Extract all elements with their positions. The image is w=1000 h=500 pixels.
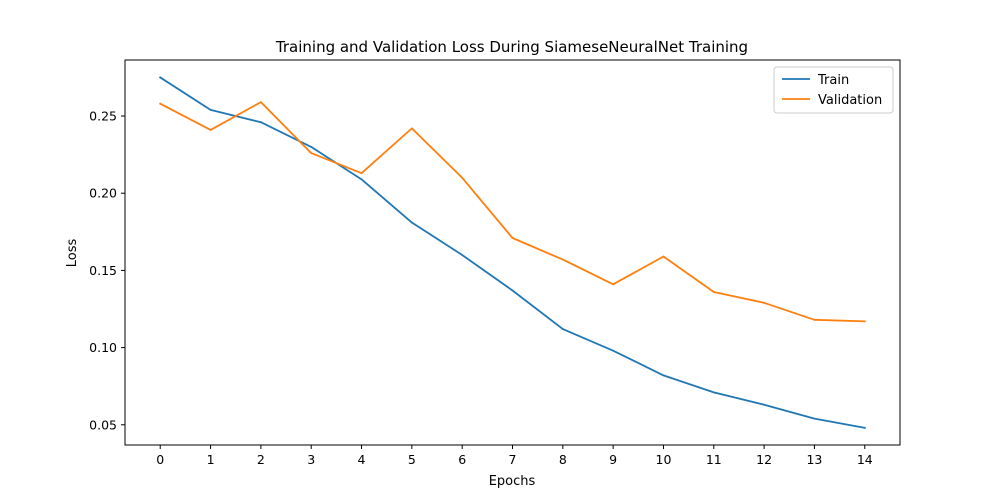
x-tick-label: 7 [509,452,517,467]
data-point-validation [461,176,464,179]
x-tick-label: 14 [857,452,873,467]
legend: Train Validation [773,66,894,114]
series-line-train [158,76,866,429]
data-point-train [813,417,816,420]
x-tick-label: 11 [706,452,722,467]
x-tick-label: 9 [609,452,617,467]
y-tick-label: 0.20 [89,186,117,201]
data-point-validation [763,301,766,304]
data-point-train [561,328,564,330]
data-point-train [259,121,262,124]
y-axis-ticks: 0.05 0.10 0.15 0.20 0.25 [89,109,125,432]
x-tick-label: 13 [806,452,822,467]
data-point-validation [159,102,162,105]
x-tick-label: 6 [458,452,466,467]
x-tick-label: 3 [307,452,315,467]
data-point-train [310,146,313,148]
x-axis-ticks: 0 1 2 3 4 5 6 7 8 9 10 11 12 13 14 [156,445,873,467]
data-point-validation [561,258,564,261]
y-tick-label: 0.10 [89,340,117,355]
data-point-validation [612,283,615,286]
data-point-validation [360,172,363,175]
x-tick-label: 12 [756,452,772,467]
y-tick-label: 0.25 [89,109,117,124]
y-tick-label: 0.05 [89,417,117,432]
y-axis-label: Loss [65,239,80,268]
data-point-train [461,254,464,256]
y-tick-label: 0.15 [89,263,117,278]
data-point-train [209,108,212,111]
data-point-train [159,76,162,79]
data-point-train [612,349,615,352]
data-point-train [360,178,363,181]
legend-label-validation: Validation [818,93,882,108]
data-point-train [712,391,715,394]
data-point-validation [863,320,866,323]
data-point-train [763,403,766,406]
legend-label-train: Train [817,73,849,88]
data-point-validation [662,255,665,258]
data-point-train [662,374,665,377]
x-tick-label: 4 [358,452,366,467]
x-tick-label: 2 [257,452,265,467]
x-tick-label: 1 [207,452,215,467]
data-point-validation [813,318,816,321]
data-point-train [511,289,514,292]
data-point-validation [209,129,212,131]
x-tick-label: 10 [656,452,672,467]
chart-title: Training and Validation Loss During Siam… [275,38,748,56]
data-point-validation [310,152,313,154]
series-layer [158,76,866,429]
data-point-validation [511,237,514,239]
data-point-validation [259,101,262,104]
series-line-validation [159,101,866,323]
data-point-validation [410,127,413,130]
data-point-train [410,221,413,224]
x-tick-label: 5 [408,452,416,467]
data-point-train [863,426,866,429]
x-tick-label: 8 [559,452,567,467]
data-point-validation [712,291,715,293]
x-tick-label: 0 [156,452,164,467]
x-axis-label: Epochs [489,474,536,489]
